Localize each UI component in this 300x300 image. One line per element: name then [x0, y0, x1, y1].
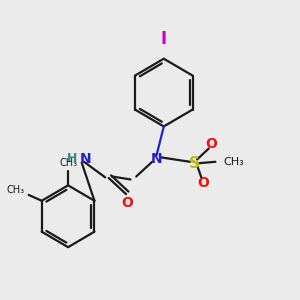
Text: S: S — [189, 156, 200, 171]
Text: H: H — [66, 152, 77, 165]
Text: N: N — [80, 152, 91, 166]
Text: I: I — [161, 30, 167, 48]
Text: N: N — [151, 152, 162, 166]
Text: O: O — [122, 196, 134, 210]
Text: CH₃: CH₃ — [59, 158, 77, 168]
Text: CH₃: CH₃ — [6, 185, 24, 196]
Text: O: O — [197, 176, 209, 190]
Text: O: O — [206, 137, 218, 151]
Text: CH₃: CH₃ — [223, 157, 244, 167]
